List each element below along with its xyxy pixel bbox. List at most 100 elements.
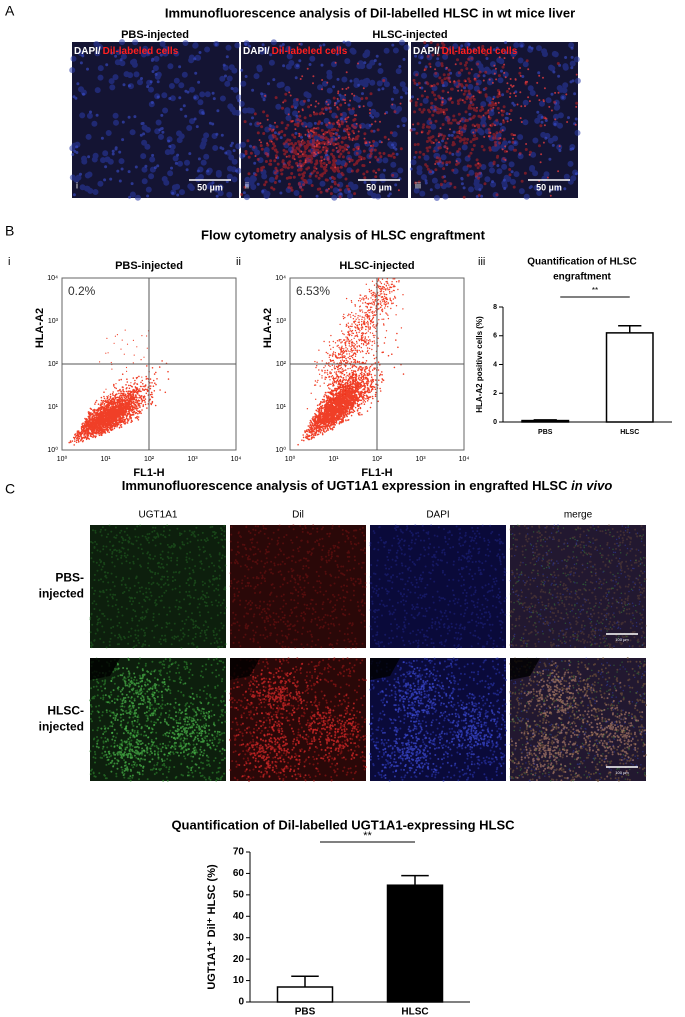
texture [375, 659, 465, 744]
dark-region [510, 658, 540, 680]
y-tick-label: 10³ [276, 318, 287, 325]
scale-label: 50 µm [366, 182, 392, 192]
texture [68, 360, 170, 446]
stain-dapi: DAPI/ [74, 46, 101, 57]
chart-title: Quantification of Dil-labelled UGT1A1-ex… [171, 817, 515, 832]
x-tick-label: HLSC [401, 1007, 428, 1017]
panel-title: Flow cytometry analysis of HLSC engraftm… [201, 227, 486, 242]
y-tick-label: 8 [493, 304, 497, 311]
texture [291, 693, 367, 770]
row-label: injected [39, 720, 84, 734]
significance-label: ** [592, 286, 598, 295]
scale-label: 100 µm [615, 637, 629, 642]
y-tick-label: 10⁴ [275, 275, 286, 282]
x-tick-label: 10⁰ [285, 455, 296, 463]
texture [235, 660, 326, 737]
numeral: iii [415, 180, 421, 190]
numeral: i [76, 180, 78, 190]
dark-region [230, 658, 260, 680]
texture [369, 524, 507, 649]
scale-label: 50 µm [197, 182, 223, 192]
group-label: PBS-injected [121, 29, 189, 41]
x-tick-label: 10¹ [100, 456, 111, 463]
chart-title: engraftment [553, 272, 611, 283]
stain-label: DAPI/Dil-labeled cells [74, 46, 179, 57]
column-label: UGT1A1 [139, 510, 178, 521]
plot-title: PBS-injected [115, 260, 183, 272]
y-tick-label: 10² [276, 361, 287, 368]
micrograph [370, 525, 506, 648]
y-tick-label: 10⁴ [47, 275, 58, 282]
y-tick-label: 10⁰ [275, 446, 286, 454]
y-tick-label: 10² [48, 361, 59, 368]
texture [229, 657, 367, 782]
texture [429, 692, 507, 772]
y-tick-label: 10 [233, 975, 245, 986]
texture [97, 658, 194, 734]
bar [605, 332, 654, 423]
y-tick-label: 50 [233, 889, 245, 900]
x-tick-label: 10³ [415, 456, 426, 463]
column-label: Dil [292, 510, 304, 521]
stain-dapi: DAPI/ [243, 46, 270, 57]
y-tick-label: 60 [233, 868, 245, 879]
y-tick-label: 6 [493, 333, 497, 340]
texture [297, 332, 405, 446]
bar [521, 419, 570, 423]
texture [369, 709, 457, 779]
y-tick-label: 4 [493, 361, 497, 368]
texture [509, 524, 646, 648]
stain-dapi: DAPI/ [413, 46, 440, 57]
panel-title: Immunofluorescence analysis of UGT1A1 ex… [122, 478, 613, 493]
x-tick-label: 10⁴ [231, 456, 242, 463]
significance-label: ** [363, 830, 372, 842]
y-tick-label: 10⁰ [47, 446, 58, 454]
micrograph [90, 525, 226, 648]
numeral: ii [245, 180, 249, 190]
numeral: ii [236, 256, 241, 268]
row-label: HLSC- [47, 704, 84, 718]
texture [412, 46, 578, 197]
texture [234, 706, 312, 780]
y-tick-label: 20 [233, 954, 245, 965]
x-tick-label: 10³ [187, 456, 198, 463]
panel-letter: C [5, 481, 15, 497]
y-tick-label: 30 [233, 932, 245, 943]
x-axis-label: FL1-H [361, 467, 392, 479]
panel-title: Immunofluorescence analysis of Dil-label… [165, 5, 575, 20]
y-axis-label: UGT1A1⁺ Dil⁺ HLSC (%) [206, 864, 218, 990]
x-tick-label: HLSC [620, 429, 639, 436]
stain-label: DAPI/Dil-labeled cells [243, 46, 348, 57]
numeral: i [8, 256, 10, 268]
x-tick-label: 10⁰ [57, 455, 68, 463]
x-axis-label: FL1-H [133, 467, 164, 479]
texture [509, 711, 612, 782]
texture [254, 43, 402, 192]
stain-dil: Dil-labeled cells [272, 46, 348, 57]
column-label: DAPI [426, 510, 449, 521]
texture [306, 277, 404, 410]
micrograph [230, 525, 366, 648]
texture [571, 681, 647, 778]
texture [89, 657, 227, 782]
panel-title-italic: in vivo [571, 478, 612, 493]
texture [523, 659, 598, 738]
texture [509, 524, 648, 649]
panel-letter: A [5, 3, 15, 19]
row-label: PBS- [55, 571, 84, 585]
texture [142, 696, 227, 777]
texture [71, 43, 241, 199]
dark-region [370, 658, 400, 680]
x-tick-label: 10¹ [328, 456, 339, 463]
texture [240, 79, 403, 199]
y-tick-label: 0 [238, 997, 244, 1008]
dark-region [90, 658, 120, 680]
y-tick-label: 10³ [48, 318, 59, 325]
stain-dil: Dil-labeled cells [103, 46, 179, 57]
micrograph [510, 525, 646, 648]
texture [410, 41, 581, 201]
group-label: HLSC-injected [372, 29, 447, 41]
y-tick-label: 0 [493, 419, 497, 426]
bar [386, 884, 444, 1003]
